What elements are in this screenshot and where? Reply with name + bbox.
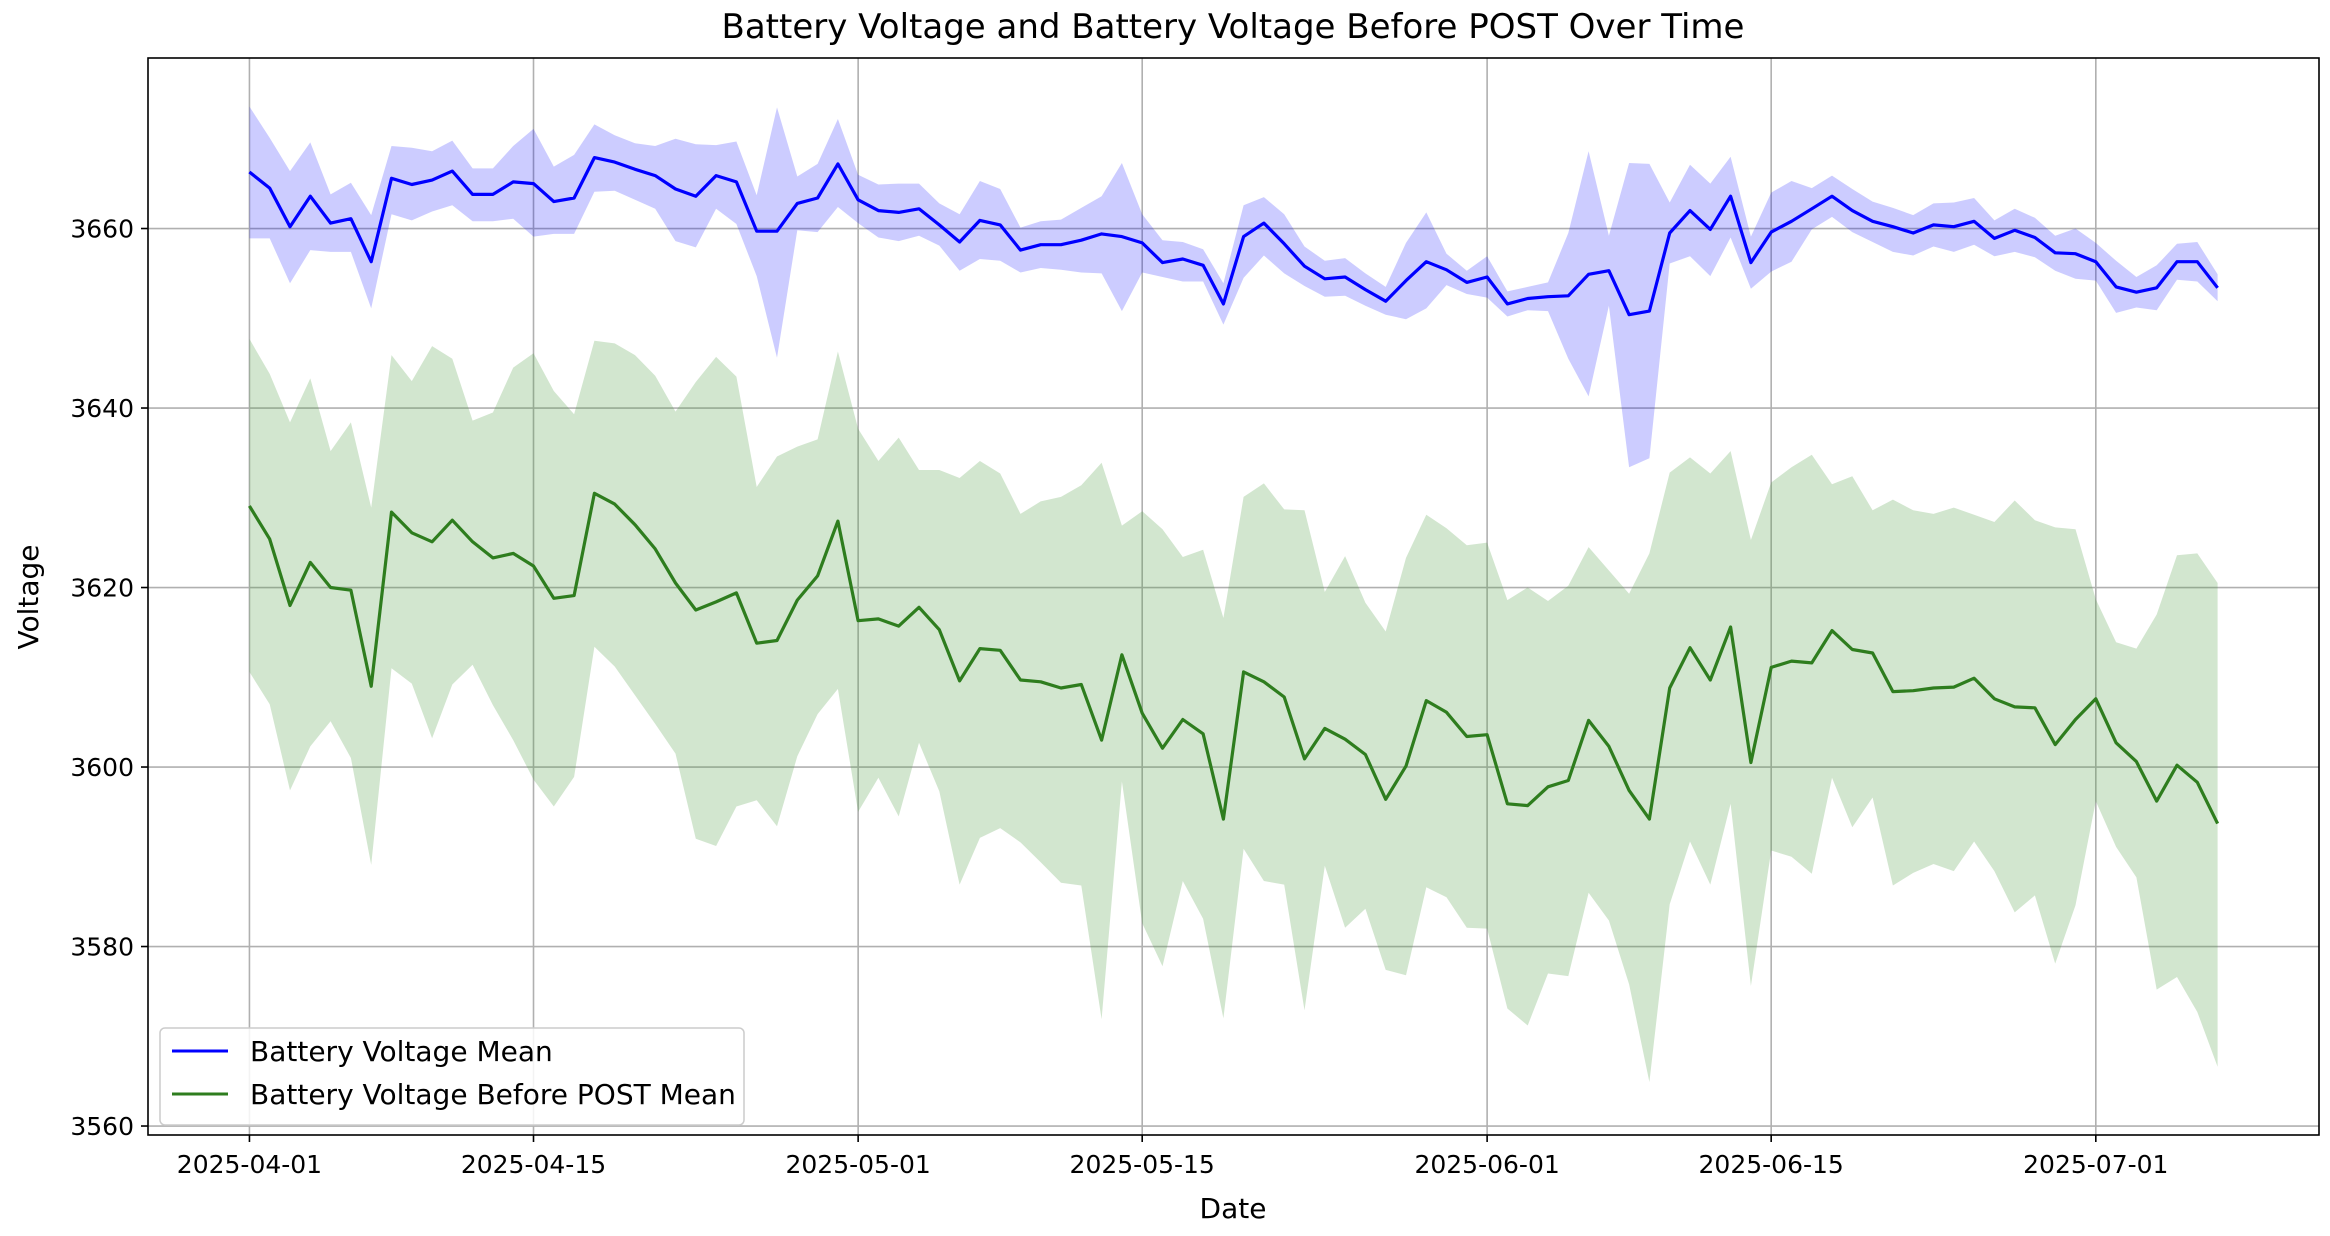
line-series-0 — [248, 156, 2219, 317]
x-axis: 2025-04-01 2025-04-15 2025-05-01 2025-05-15… — [177, 1135, 2168, 1179]
series-lines — [248, 156, 2220, 825]
line-series-1 — [248, 491, 2220, 825]
x-tick-label: 2025-07-01 — [2023, 1150, 2168, 1179]
y-axis-label: Voltage — [12, 544, 45, 649]
y-tick-label: 3580 — [70, 933, 134, 962]
grid — [148, 58, 2319, 1135]
x-tick-label: 2025-04-01 — [177, 1150, 322, 1179]
y-tick-label: 3620 — [70, 574, 134, 603]
plot-frame — [147, 57, 2320, 1136]
band-series-1 — [249, 338, 2218, 1082]
legend-box — [159, 1027, 745, 1126]
legend-label-before-post: Battery Voltage Before POST Mean — [250, 1078, 736, 1111]
legend-label-mean: Battery Voltage Mean — [250, 1035, 553, 1068]
x-tick-label: 2025-05-15 — [1070, 1150, 1215, 1179]
y-tick-label: 3640 — [70, 394, 134, 423]
y-tick-label: 3560 — [70, 1112, 134, 1141]
x-tick-label: 2025-05-01 — [785, 1150, 930, 1179]
y-tick-label: 3600 — [70, 753, 134, 782]
legend: Battery Voltage Mean Battery Voltage Bef… — [159, 1027, 745, 1126]
y-tick-label: 3660 — [70, 215, 134, 244]
x-axis-label: Date — [1200, 1192, 1267, 1225]
x-tick-label: 2025-06-15 — [1699, 1150, 1844, 1179]
x-tick-label: 2025-04-15 — [461, 1150, 606, 1179]
x-tick-label: 2025-06-01 — [1414, 1150, 1559, 1179]
y-axis: 3560 3580 3600 3620 3640 3660 — [70, 215, 148, 1141]
chart-title: Battery Voltage and Battery Voltage Befo… — [722, 7, 1745, 47]
